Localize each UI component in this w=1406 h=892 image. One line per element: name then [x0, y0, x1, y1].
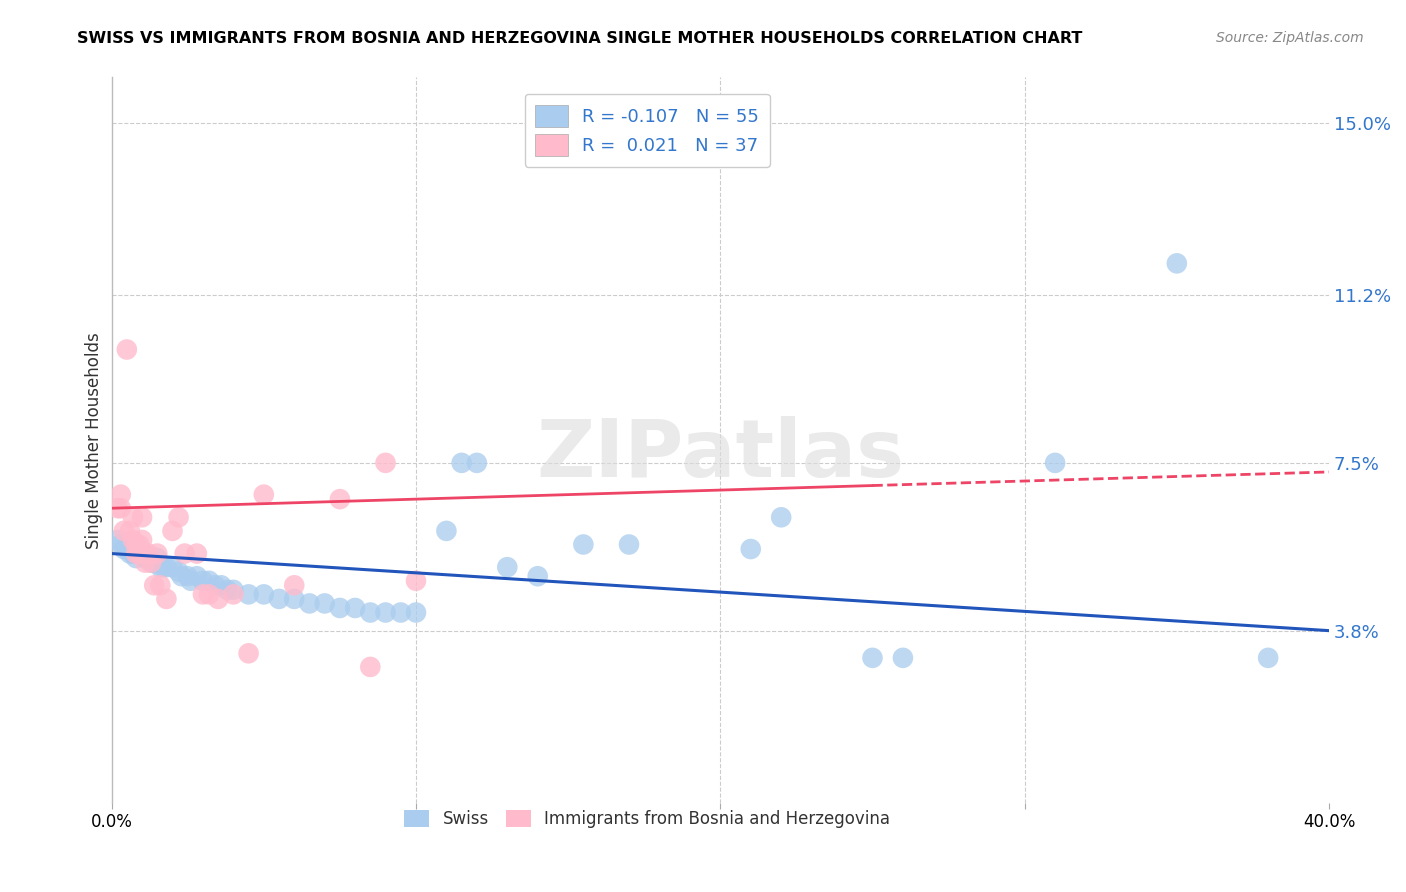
Point: [110, 501, 132, 516]
Point: [170, 569, 193, 583]
Point: [405, 606, 427, 620]
Point: [141, 556, 163, 570]
Point: [152, 560, 174, 574]
Point: [617, 537, 640, 551]
Point: [107, 501, 129, 516]
Point: [125, 551, 148, 566]
Point: [112, 542, 135, 557]
Point: [173, 547, 195, 561]
Point: [149, 560, 172, 574]
Text: Source: ZipAtlas.com: Source: ZipAtlas.com: [1216, 31, 1364, 45]
Point: [862, 651, 884, 665]
Point: [146, 547, 169, 561]
Point: [496, 560, 519, 574]
Point: [405, 574, 427, 588]
Point: [209, 578, 232, 592]
Point: [217, 582, 239, 597]
Point: [283, 578, 305, 592]
Point: [167, 510, 190, 524]
Point: [207, 591, 229, 606]
Point: [180, 574, 202, 588]
Point: [344, 601, 367, 615]
Point: [143, 578, 166, 592]
Point: [128, 547, 150, 561]
Point: [374, 456, 396, 470]
Point: [222, 587, 245, 601]
Point: [131, 533, 153, 547]
Point: [450, 456, 472, 470]
Point: [238, 646, 260, 660]
Point: [128, 547, 150, 561]
Point: [267, 591, 290, 606]
Point: [177, 569, 200, 583]
Point: [298, 597, 321, 611]
Point: [118, 547, 141, 561]
Point: [238, 587, 260, 601]
Point: [167, 565, 190, 579]
Point: [253, 487, 276, 501]
Point: [1043, 456, 1066, 470]
Point: [198, 574, 221, 588]
Point: [110, 487, 132, 501]
Point: [359, 606, 381, 620]
Point: [329, 601, 352, 615]
Point: [186, 547, 208, 561]
Point: [283, 591, 305, 606]
Point: [204, 578, 226, 592]
Point: [125, 547, 148, 561]
Point: [136, 547, 159, 561]
Point: [146, 551, 169, 566]
Point: [526, 569, 548, 583]
Text: SWISS VS IMMIGRANTS FROM BOSNIA AND HERZEGOVINA SINGLE MOTHER HOUSEHOLDS CORRELA: SWISS VS IMMIGRANTS FROM BOSNIA AND HERZ…: [77, 31, 1083, 46]
Point: [465, 456, 488, 470]
Point: [141, 556, 163, 570]
Point: [359, 660, 381, 674]
Point: [389, 606, 412, 620]
Point: [314, 597, 336, 611]
Point: [149, 578, 172, 592]
Point: [162, 560, 184, 574]
Point: [198, 587, 221, 601]
Point: [155, 560, 177, 574]
Point: [191, 574, 214, 588]
Point: [155, 591, 177, 606]
Text: ZIPatlas: ZIPatlas: [536, 416, 904, 493]
Point: [115, 343, 138, 357]
Point: [186, 569, 208, 583]
Point: [572, 537, 595, 551]
Point: [125, 537, 148, 551]
Point: [134, 547, 156, 561]
Point: [136, 551, 159, 566]
Point: [143, 556, 166, 570]
Point: [110, 537, 132, 551]
Point: [222, 582, 245, 597]
Point: [131, 510, 153, 524]
Point: [131, 547, 153, 561]
Point: [191, 587, 214, 601]
Point: [374, 606, 396, 620]
Point: [1257, 651, 1279, 665]
Point: [107, 533, 129, 547]
Point: [122, 510, 145, 524]
Point: [253, 587, 276, 601]
Point: [115, 542, 138, 557]
Point: [770, 510, 793, 524]
Legend: Swiss, Immigrants from Bosnia and Herzegovina: Swiss, Immigrants from Bosnia and Herzeg…: [398, 803, 897, 835]
Point: [134, 551, 156, 566]
Point: [891, 651, 914, 665]
Point: [436, 524, 458, 538]
Point: [329, 492, 352, 507]
Point: [1166, 256, 1188, 270]
Y-axis label: Single Mother Households: Single Mother Households: [86, 332, 103, 549]
Point: [112, 524, 135, 538]
Point: [740, 542, 762, 557]
Point: [128, 537, 150, 551]
Point: [134, 556, 156, 570]
Point: [122, 533, 145, 547]
Point: [162, 524, 184, 538]
Point: [118, 524, 141, 538]
Point: [122, 547, 145, 561]
